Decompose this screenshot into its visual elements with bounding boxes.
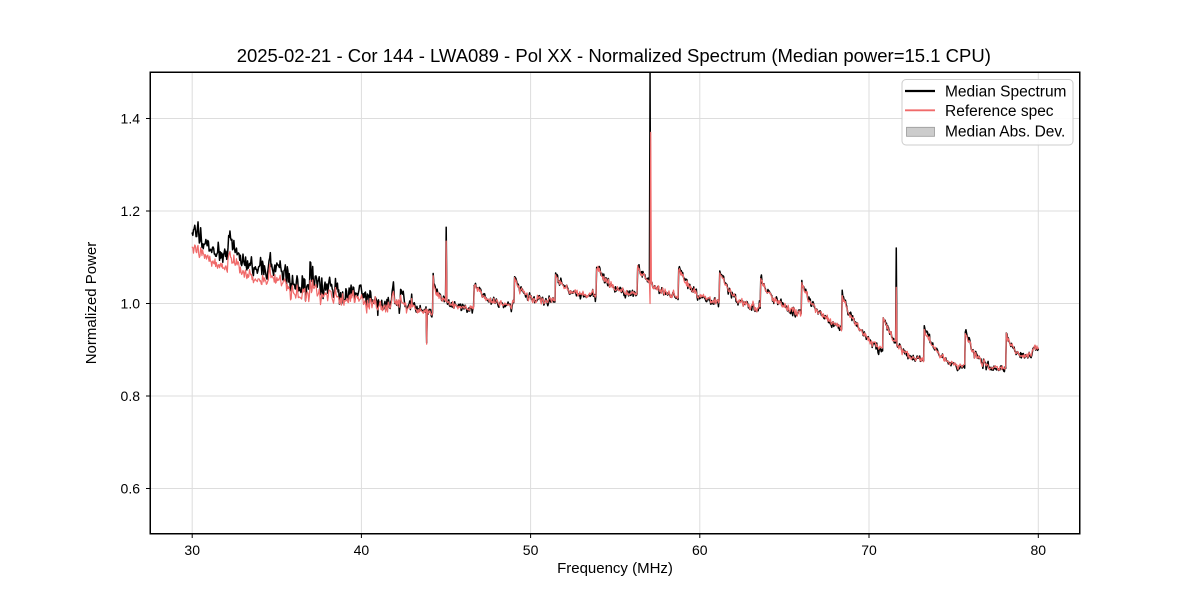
svg-text:2025-02-21 - Cor 144 - LWA089: 2025-02-21 - Cor 144 - LWA089 - Pol XX -… [237,45,991,66]
svg-text:Normalized Power: Normalized Power [83,242,100,365]
svg-text:40: 40 [354,542,370,558]
svg-text:1.2: 1.2 [121,203,141,219]
svg-text:50: 50 [523,542,539,558]
svg-text:60: 60 [692,542,708,558]
svg-text:0.8: 0.8 [121,388,141,404]
svg-text:Median Abs. Dev.: Median Abs. Dev. [945,124,1065,141]
svg-text:1.4: 1.4 [121,111,141,127]
svg-text:Reference spec: Reference spec [945,103,1054,120]
svg-text:1.0: 1.0 [121,296,141,312]
svg-text:0.6: 0.6 [121,481,141,497]
svg-text:Median Spectrum: Median Spectrum [945,84,1066,101]
svg-text:Frequency (MHz): Frequency (MHz) [557,560,673,577]
svg-text:30: 30 [184,542,200,558]
svg-text:70: 70 [861,542,877,558]
svg-text:80: 80 [1031,542,1047,558]
